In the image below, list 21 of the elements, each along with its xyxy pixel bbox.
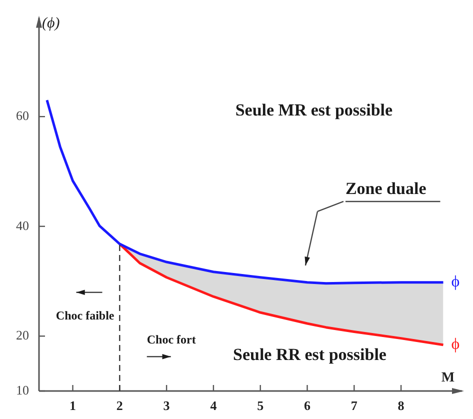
- y-tick-label: 10: [16, 382, 29, 398]
- annotation: Choc faible: [56, 308, 115, 322]
- y-tick-label: 60: [16, 108, 29, 124]
- y-tick-label: 40: [16, 218, 29, 233]
- x-tick-label: 8: [398, 398, 405, 414]
- y-tick-label: 20: [16, 328, 29, 343]
- y-axis-title: (ϕ): [42, 16, 60, 32]
- series-label: ϕ: [451, 274, 460, 291]
- x-tick-label: 3: [163, 398, 170, 414]
- annotation: Seule RR est possible: [232, 344, 387, 364]
- x-tick-label: 2: [116, 398, 123, 414]
- x-tick-label: 1: [70, 398, 76, 414]
- series-label: ϕ: [451, 336, 460, 354]
- x-tick-label: 4: [210, 398, 218, 414]
- annotation: Seule MR est possible: [235, 100, 394, 120]
- x-tick-label: 7: [350, 398, 358, 414]
- x-axis-title: M: [441, 370, 455, 386]
- x-tick-label: 5: [257, 398, 264, 414]
- annotation: Zone duale: [345, 178, 427, 198]
- x-tick-label: 6: [304, 398, 311, 414]
- annotation: Choc fort: [146, 332, 196, 347]
